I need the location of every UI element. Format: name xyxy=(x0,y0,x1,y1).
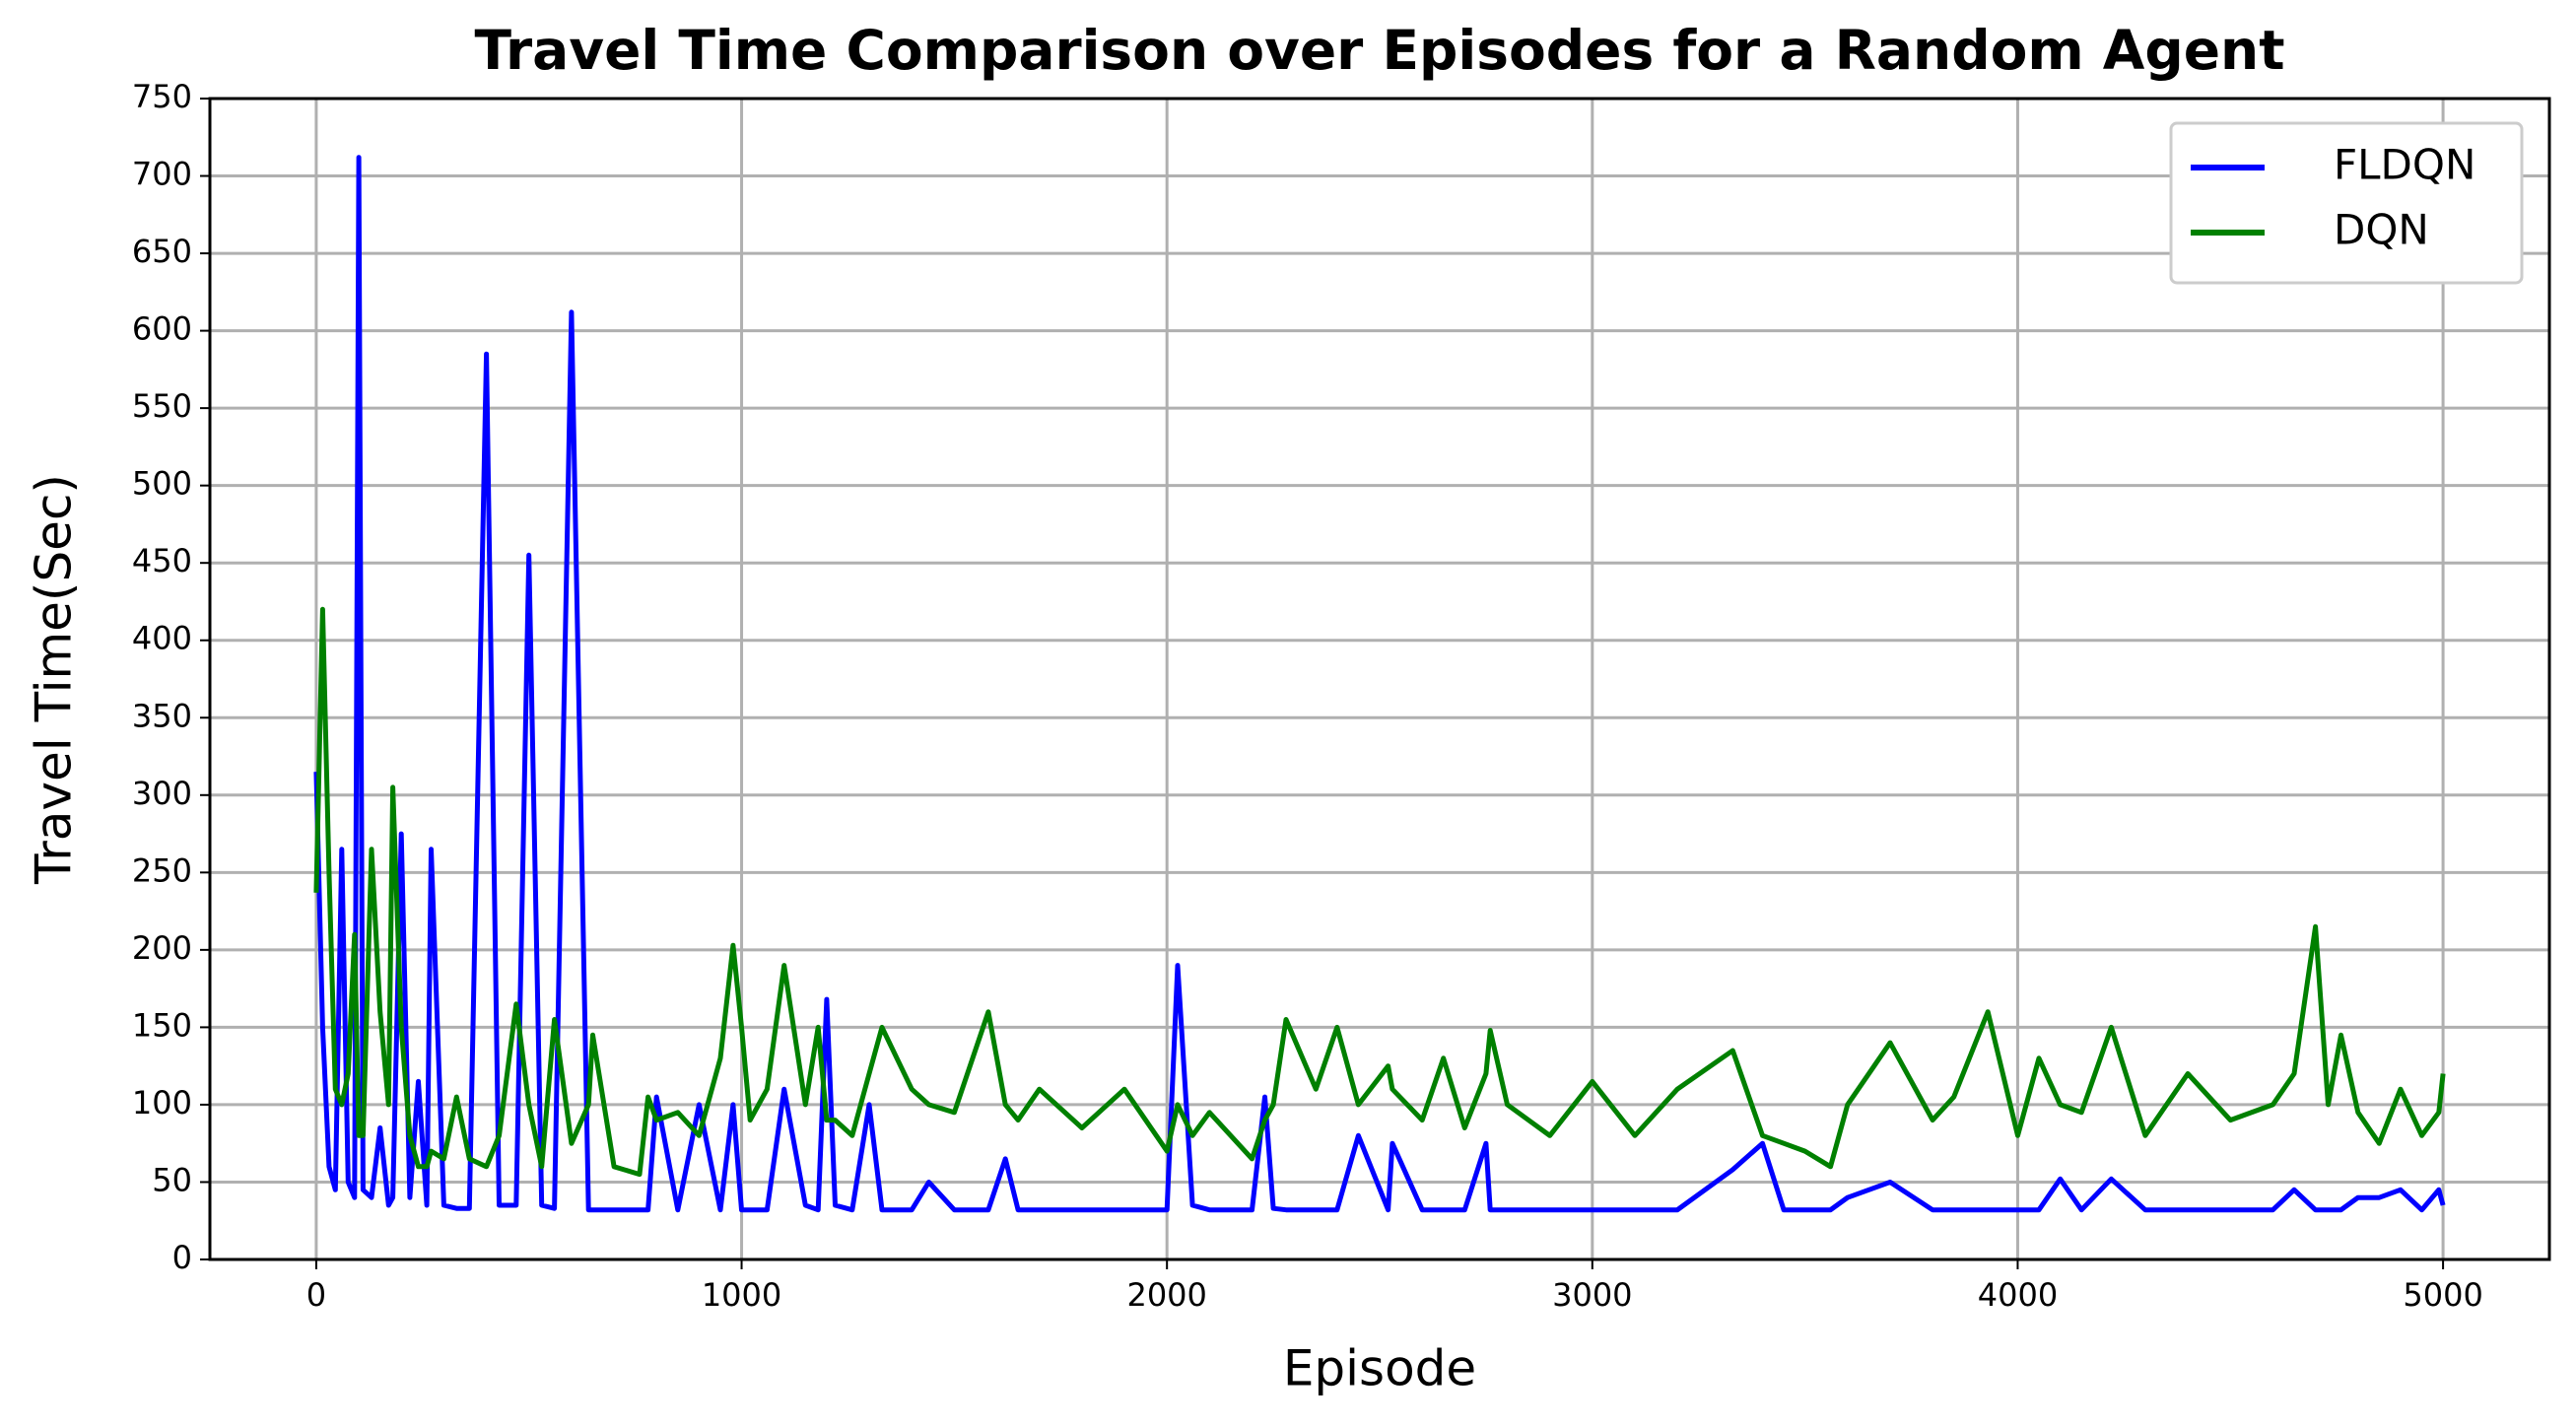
y-tick-label: 300 xyxy=(132,775,192,812)
x-axis-label: Episode xyxy=(1283,1340,1476,1397)
y-tick-label: 500 xyxy=(132,465,192,503)
legend-box xyxy=(2169,121,2524,285)
y-tick-label: 600 xyxy=(132,310,192,348)
y-tick-label: 750 xyxy=(132,78,192,115)
x-tick-label: 0 xyxy=(306,1276,326,1314)
legend-label: DQN xyxy=(2334,206,2429,254)
y-tick-label: 350 xyxy=(132,697,192,734)
chart-title: Travel Time Comparison over Episodes for… xyxy=(475,19,2285,82)
x-tick-label: 3000 xyxy=(1552,1276,1632,1314)
plot-frame xyxy=(208,97,2551,1261)
x-tick-label: 4000 xyxy=(1978,1276,2058,1314)
y-tick-label: 100 xyxy=(132,1084,192,1121)
y-tick-label: 250 xyxy=(132,851,192,889)
y-tick-label: 400 xyxy=(132,620,192,657)
y-tick-label: 50 xyxy=(152,1161,192,1198)
y-tick-label: 700 xyxy=(132,156,192,193)
y-tick-label: 200 xyxy=(132,929,192,967)
x-tick-label: 2000 xyxy=(1126,1276,1206,1314)
y-tick-label: 550 xyxy=(132,387,192,425)
legend-label: FLDQN xyxy=(2334,141,2475,189)
y-tick-label: 0 xyxy=(172,1239,192,1276)
y-tick-label: 650 xyxy=(132,233,192,270)
y-axis-label: Travel Time(Sec) xyxy=(26,474,83,885)
x-tick-label: 1000 xyxy=(702,1276,781,1314)
data-line xyxy=(313,606,2446,1178)
y-tick-label: 450 xyxy=(132,542,192,579)
x-tick-label: 5000 xyxy=(2403,1276,2482,1314)
data-line xyxy=(313,155,2446,1213)
y-tick-label: 150 xyxy=(132,1006,192,1044)
